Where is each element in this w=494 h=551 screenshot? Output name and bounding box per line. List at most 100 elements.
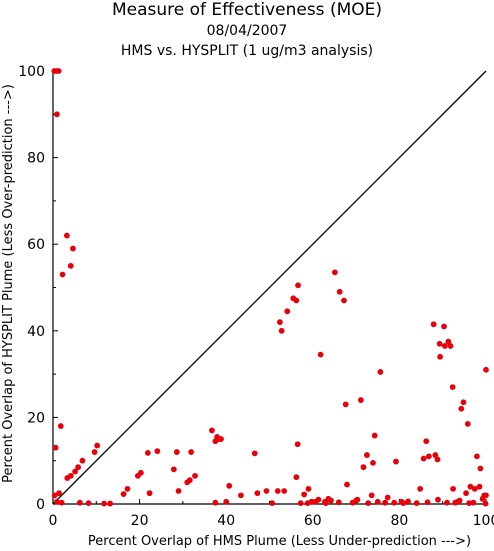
data-point [144,450,151,456]
data-point [377,369,384,375]
data-point [476,483,483,490]
data-point [471,485,478,492]
data-point [328,497,334,504]
data-point [146,490,153,497]
data-point [269,500,275,507]
data-point [420,455,427,462]
data-point [212,499,219,506]
data-point [436,340,443,347]
diagonal-reference-line [52,70,487,505]
data-point [425,453,432,460]
data-point [444,499,450,506]
data-point [368,492,375,499]
data-point [124,485,131,492]
x-tick-label: 80 [390,513,408,529]
data-point [94,442,101,449]
data-point [477,465,484,472]
data-point [238,492,244,499]
y-tick-label: 80 [27,151,45,167]
data-point [67,262,74,269]
data-point [67,472,74,479]
data-point [441,343,448,349]
x-tick-label: 20 [131,513,149,529]
data-point [450,485,456,492]
data-point [417,485,424,492]
data-point [209,427,215,434]
data-point [101,500,107,507]
data-point [391,499,398,506]
data-point [315,496,322,503]
data-point [251,450,258,457]
chart-subtitle: HMS vs. HYSPLIT (1 ug/m3 analysis) [120,43,374,59]
data-point [170,466,177,473]
y-tick-label: 100 [18,64,45,80]
data-point [430,321,437,328]
data-point [482,500,489,507]
data-point [57,423,64,429]
data-point [317,351,324,358]
data-point [434,456,441,463]
data-point [79,457,86,464]
data-point [423,438,430,445]
data-point [370,459,376,466]
data-point [107,500,114,507]
data-point [384,494,391,501]
data-point [137,469,144,476]
data-point [53,111,60,118]
data-point [76,499,83,506]
data-point [437,353,444,360]
data-point [463,490,469,497]
data-point [413,500,420,507]
data-point [371,432,378,439]
data-point [70,245,76,252]
x-tick-label: 100 [473,513,494,529]
data-point [295,282,301,289]
data-point [435,496,441,503]
data-point [445,338,452,345]
data-point [449,384,456,390]
data-point [173,449,180,455]
x-tick-label: 60 [304,513,322,529]
data-point [192,472,198,479]
data-point [254,490,261,497]
y-tick-label: 20 [27,410,45,426]
chart-title: Measure of Effectiveness (MOE) [111,0,383,20]
data-point [483,492,489,499]
data-point [294,441,301,448]
data-point [382,499,389,506]
data-point [186,477,193,484]
data-point [447,343,454,349]
data-point [188,449,195,455]
data-point [281,488,288,494]
data-point [293,297,300,304]
data-point [342,401,349,408]
data-point [223,498,230,505]
data-point [331,269,338,276]
chart-date: 08/04/2007 [206,23,288,39]
data-point [226,482,233,489]
data-point [284,308,291,315]
data-point [56,490,62,497]
data-point [341,297,347,304]
data-point [274,488,281,494]
data-point [357,397,364,403]
data-point [474,453,480,460]
data-point [278,327,285,334]
data-point [432,452,439,458]
data-point [360,464,367,471]
data-point [441,323,447,330]
data-point [301,491,308,498]
data-point [336,288,343,295]
data-point [63,232,70,239]
data-point [72,468,78,475]
y-axis-label: Percent Overlap of HYSPLIT Plume (Less O… [1,84,16,483]
data-point [53,498,60,505]
data-point [424,499,431,506]
y-tick-label: 40 [27,324,45,340]
data-point [58,499,65,506]
y-tick-label: 0 [36,497,45,513]
data-point [91,449,98,455]
data-point [55,68,62,74]
data-point [85,500,92,507]
